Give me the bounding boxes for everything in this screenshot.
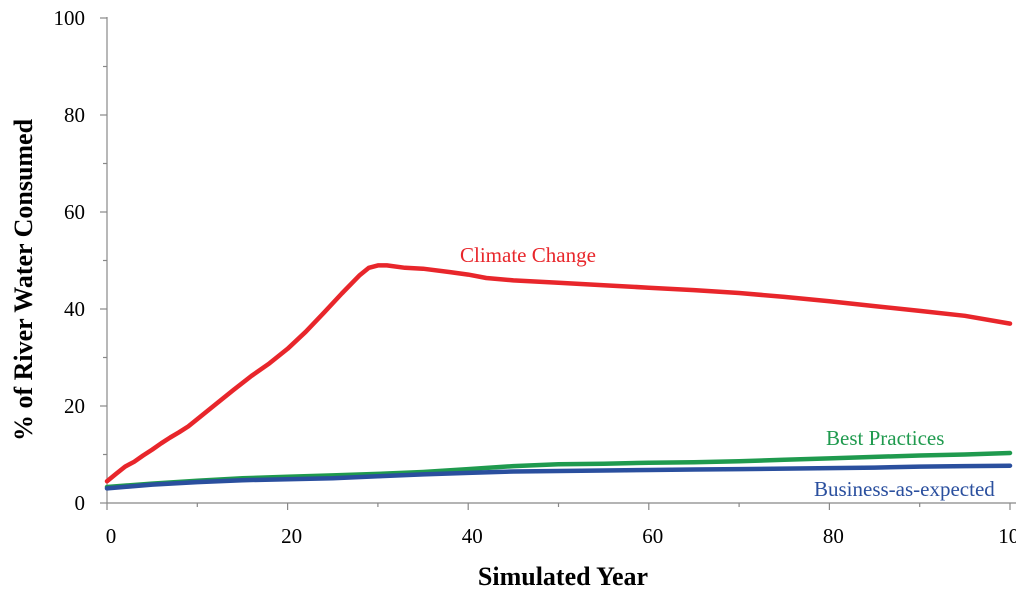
series-lines (104, 263, 1013, 491)
y-tick-label: 100 (54, 6, 86, 30)
y-tick-label: 60 (64, 200, 85, 224)
tick-labels: 0 20 40 60 80 100 0 20 40 60 80 100 (54, 6, 1016, 548)
y-tick-label: 20 (64, 394, 85, 418)
y-tick-label: 0 (75, 491, 86, 515)
x-tick-label: 0 (106, 524, 117, 548)
series-label-business-as-expected: Business-as-expected (814, 477, 995, 501)
x-tick-label: 40 (462, 524, 483, 548)
x-tick-label: 20 (281, 524, 302, 548)
x-tick-label: 60 (642, 524, 663, 548)
series-line-business-as-expected (104, 463, 1013, 491)
x-tick-label: 80 (823, 524, 844, 548)
series-label-best-practices: Best Practices (826, 426, 944, 450)
axis-ticks (100, 17, 1011, 510)
x-axis-title: Simulated Year (478, 562, 648, 591)
y-tick-label: 40 (64, 297, 85, 321)
series-line-climate-change (104, 263, 1013, 484)
series-label-climate-change: Climate Change (460, 243, 596, 267)
y-axis-title: % of River Water Consumed (9, 118, 38, 441)
y-tick-label: 80 (64, 103, 85, 127)
x-tick-label: 100 (998, 524, 1016, 548)
